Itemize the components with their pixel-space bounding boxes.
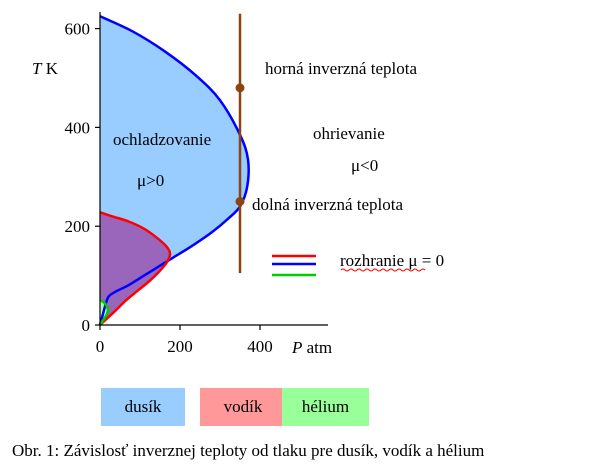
inversion-point-marker [235, 197, 245, 206]
hydrogen-region [100, 212, 171, 325]
helium-curve [98, 299, 110, 326]
region-label: μ>0 [137, 171, 164, 190]
y-axis-label: T K [32, 59, 59, 78]
region-label: μ<0 [351, 156, 378, 175]
legend-box-nitrogen: dusík [101, 388, 185, 426]
x-tick-label: 400 [247, 337, 273, 356]
upper-inversion-label: horná inverzná teplota [265, 59, 417, 78]
legend-box-helium: hélium [282, 388, 369, 426]
hydrogen-curve [99, 211, 172, 326]
x-tick-label: 200 [167, 337, 193, 356]
spellcheck-underline [340, 268, 426, 272]
x-axis-label: P atm [291, 338, 332, 357]
y-tick-label: 400 [65, 118, 91, 137]
figure-caption: Obr. 1: Závislosť inverznej teploty od t… [12, 441, 485, 460]
inversion-point-marker [235, 83, 245, 93]
legend-label: rozhranie μ = 0 [340, 251, 444, 270]
y-tick-label: 200 [65, 217, 91, 236]
lower-inversion-label: dolná inverzná teplota [252, 195, 404, 214]
x-tick-label: 0 [96, 337, 105, 356]
region-label: ohrievanie [313, 124, 385, 143]
y-tick-label: 0 [82, 316, 91, 335]
legend-box-hydrogen: vodík [200, 388, 286, 426]
y-tick-label: 600 [65, 20, 91, 39]
nitrogen-curve [98, 15, 250, 326]
region-label: ochladzovanie [113, 130, 211, 149]
inversion-curve-chart: 0 200 400 600 0 200 400 T K P atm horná inverzná… [32, 12, 444, 357]
